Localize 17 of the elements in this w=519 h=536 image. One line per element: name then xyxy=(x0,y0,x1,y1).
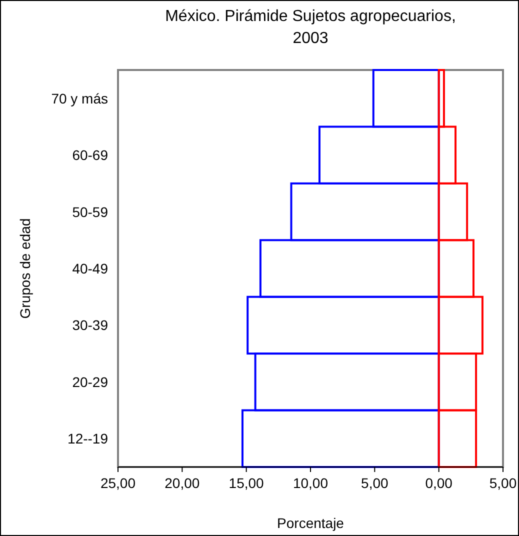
y-tick-label: 20-29 xyxy=(72,374,108,390)
x-tick-label: 20,00 xyxy=(164,475,200,491)
x-tick-label: 10,00 xyxy=(292,475,328,491)
chart-title: México. Pirámide Sujetos agropecuarios, 2003 xyxy=(165,8,456,47)
x-tick-label: 15,00 xyxy=(228,475,264,491)
y-tick-label: 12--19 xyxy=(68,430,108,447)
x-tick-label: 25,00 xyxy=(100,475,136,491)
x-tick-label: 5,00 xyxy=(489,475,517,491)
y-tick-label: 50-59 xyxy=(72,204,108,220)
y-tick-label: 40-49 xyxy=(72,260,108,276)
x-axis-title: Porcentaje xyxy=(277,515,344,531)
x-tick-label: 5,00 xyxy=(361,475,389,491)
y-axis-title: Grupos de edad xyxy=(17,218,33,319)
y-tick-label: 70 y más xyxy=(51,90,108,106)
x-tick-label: 0,00 xyxy=(425,475,453,491)
y-tick-label: 30-39 xyxy=(72,317,108,334)
y-tick-label: 60-69 xyxy=(72,147,108,164)
